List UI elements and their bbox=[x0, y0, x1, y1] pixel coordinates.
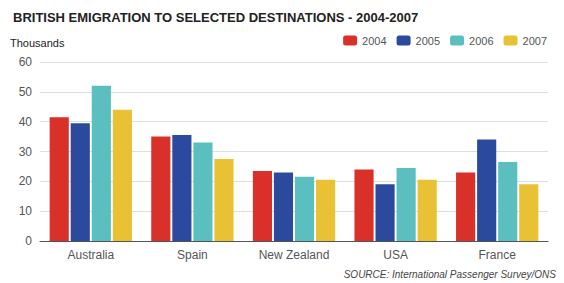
svg-text:0: 0 bbox=[25, 234, 32, 248]
svg-text:10: 10 bbox=[19, 204, 33, 218]
svg-text:40: 40 bbox=[19, 115, 33, 129]
svg-text:2005: 2005 bbox=[416, 35, 440, 47]
svg-text:50: 50 bbox=[19, 85, 33, 99]
svg-text:2006: 2006 bbox=[469, 35, 493, 47]
svg-text:USA: USA bbox=[383, 248, 408, 262]
svg-text:20: 20 bbox=[19, 174, 33, 188]
svg-text:30: 30 bbox=[19, 145, 33, 159]
svg-text:New Zealand: New Zealand bbox=[259, 248, 330, 262]
svg-text:2007: 2007 bbox=[523, 35, 547, 47]
svg-text:Thousands: Thousands bbox=[10, 37, 65, 49]
svg-text:Spain: Spain bbox=[177, 248, 208, 262]
svg-text:France: France bbox=[479, 248, 517, 262]
svg-text:60: 60 bbox=[19, 55, 33, 69]
svg-text:2004: 2004 bbox=[362, 35, 386, 47]
svg-text:SOURCE: International Passenge: SOURCE: International Passenger Survey/O… bbox=[344, 269, 557, 280]
svg-text:BRITISH EMIGRATION TO SELECTED: BRITISH EMIGRATION TO SELECTED DESTINATI… bbox=[13, 10, 418, 25]
svg-text:Australia: Australia bbox=[67, 248, 114, 262]
